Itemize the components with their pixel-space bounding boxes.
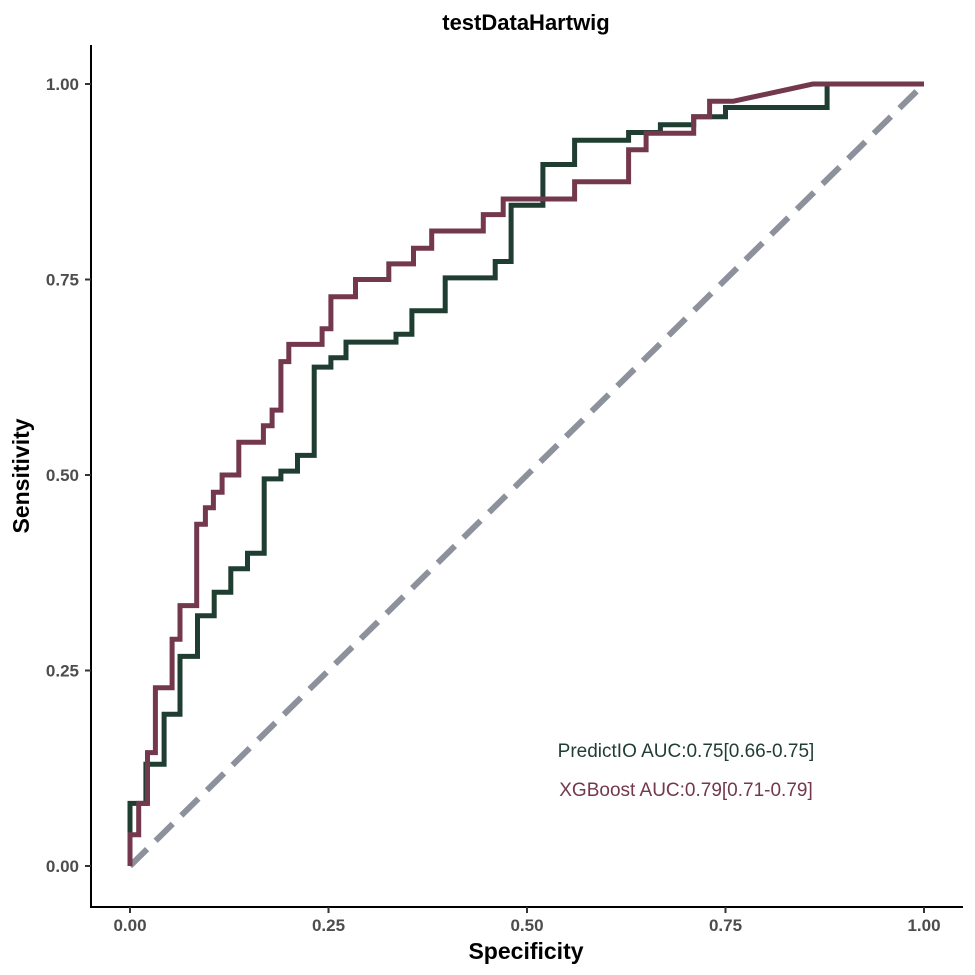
x-tick-label: 0.25 xyxy=(312,916,345,935)
x-tick-label: 1.00 xyxy=(907,916,940,935)
x-tick-label: 0.75 xyxy=(709,916,742,935)
plot-area xyxy=(127,81,927,869)
y-axis-ticks: 0.00 0.25 0.50 0.75 1.00 xyxy=(46,75,91,876)
y-tick-label: 0.00 xyxy=(46,857,79,876)
chart-title: testDataHartwig xyxy=(442,10,609,35)
reference-diagonal-line xyxy=(127,81,927,869)
y-tick-label: 1.00 xyxy=(46,75,79,94)
y-axis-title: Sensitivity xyxy=(8,418,34,533)
y-tick-label: 0.75 xyxy=(46,271,79,290)
roc-curve-predictio xyxy=(127,81,924,866)
x-axis-title: Specificity xyxy=(468,938,583,964)
y-tick-label: 0.50 xyxy=(46,466,79,485)
x-tick-label: 0.00 xyxy=(113,916,146,935)
x-tick-label: 0.50 xyxy=(510,916,543,935)
y-tick-label: 0.25 xyxy=(46,662,79,681)
x-axis-ticks: 0.00 0.25 0.50 0.75 1.00 xyxy=(113,907,941,935)
auc-annotations: PredictIO AUC:0.75[0.66-0.75] XGBoost AUC… xyxy=(558,741,815,801)
auc-annotation-predictio: PredictIO AUC:0.75[0.66-0.75] xyxy=(558,741,815,762)
auc-annotation-xgboost: XGBoost AUC:0.79[0.71-0.79] xyxy=(559,780,813,801)
roc-curve-xgboost xyxy=(127,81,924,866)
